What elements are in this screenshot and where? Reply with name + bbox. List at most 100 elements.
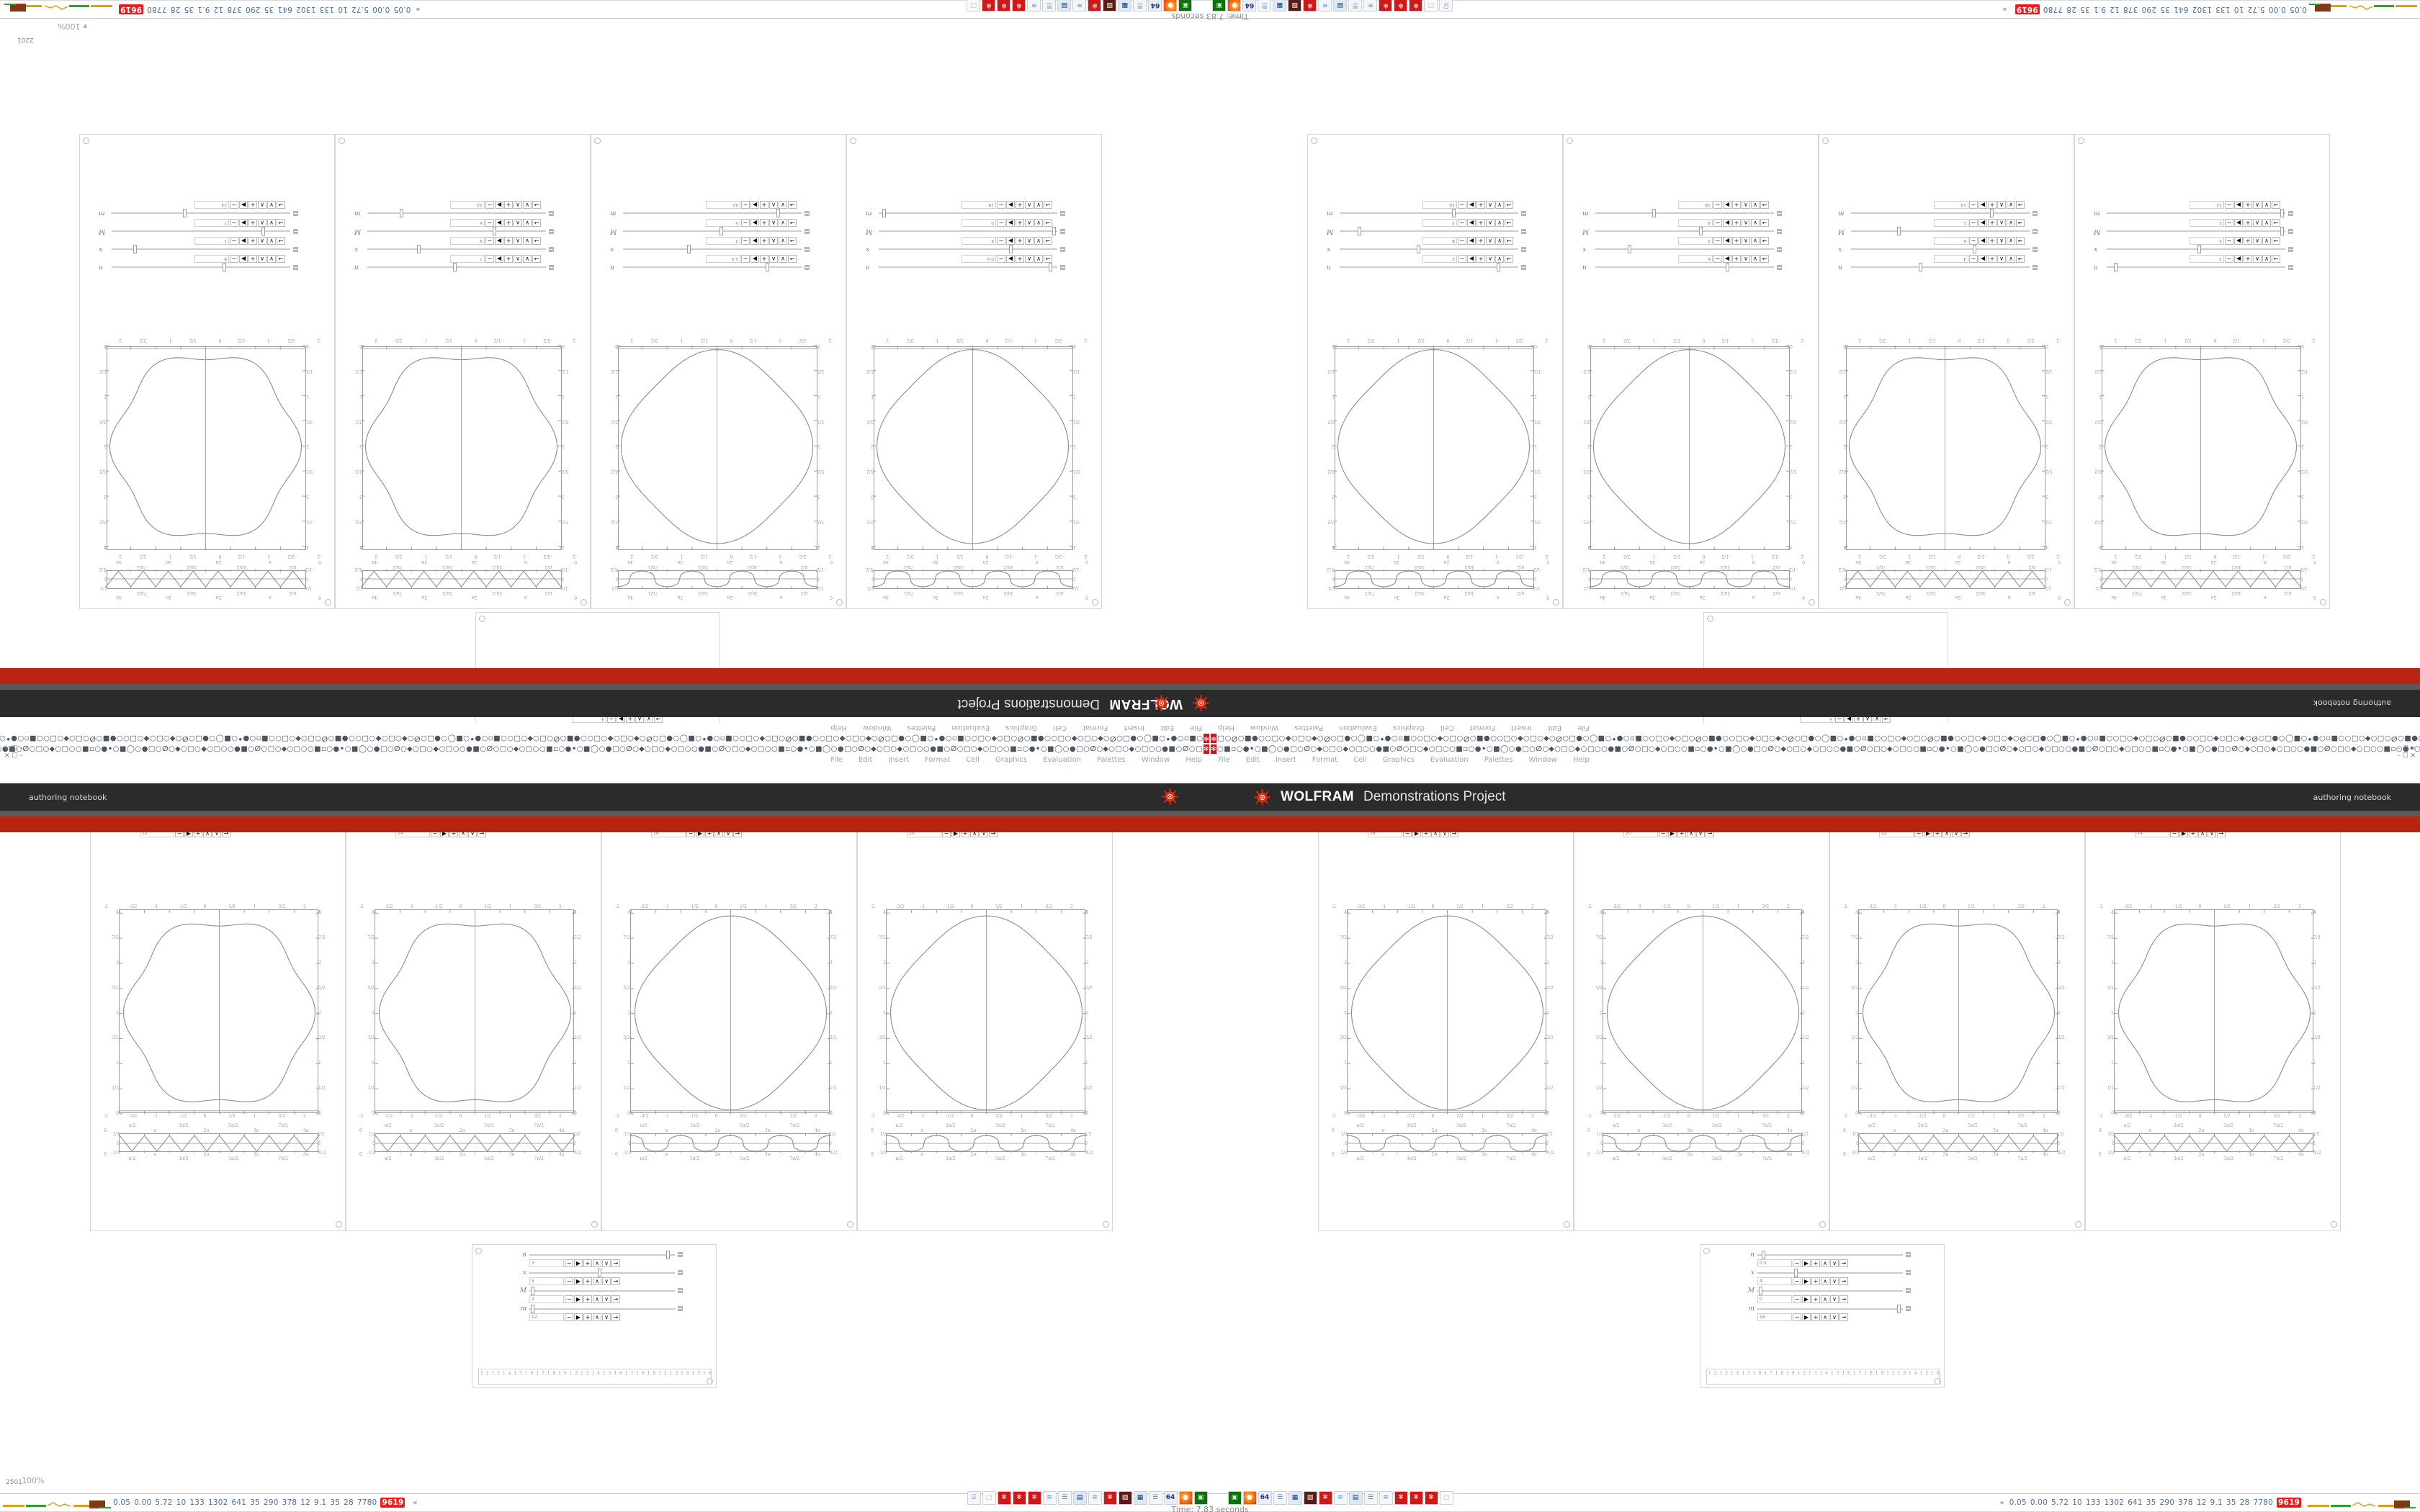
slider-button-3[interactable]: ∧ bbox=[593, 1259, 601, 1267]
slider-value-field-M[interactable]: 3 bbox=[1422, 219, 1457, 227]
slider-track-m[interactable] bbox=[879, 209, 1057, 218]
slider-button-2[interactable]: + bbox=[1732, 255, 1741, 263]
notebook-window-small-p1[interactable]: n 3− ▶ + ∧ ∨ → x 5− ▶ + ∧ ∨ → M 2− ▶ + ∧ ∨ → m 12− ▶ + ∧ ∨ → 1 2 1 3… bbox=[472, 1244, 717, 1388]
slider-value-field-m[interactable]: 24 bbox=[194, 201, 229, 209]
mathematica-icon[interactable]: ✻ bbox=[1379, 0, 1393, 12]
system-tray-left[interactable]: 0.05 0.00 5.72 10 133 1302 641 35 290 378 12 9.1 35 2… bbox=[0, 1498, 785, 1508]
menu-item-insert[interactable]: Insert bbox=[888, 755, 910, 764]
slider-button-5[interactable]: → bbox=[1760, 201, 1769, 209]
slider-thumb-n[interactable] bbox=[222, 263, 226, 272]
slider-button-0[interactable]: − bbox=[1713, 219, 1722, 227]
archive-icon[interactable]: ▧ bbox=[1288, 0, 1302, 12]
taskbar-mirrored[interactable]: 0.050.005.7210133130264135290378129.1352… bbox=[0, 0, 2420, 21]
tray-alert-badge[interactable]: 9619 bbox=[2276, 1498, 2301, 1508]
slider-button-0[interactable]: − bbox=[741, 237, 750, 245]
tray-chevron-icon[interactable]: « bbox=[2002, 5, 2007, 14]
slider-button-2[interactable]: + bbox=[1988, 201, 1996, 209]
slider-button-3[interactable]: ∧ bbox=[1742, 255, 1750, 263]
slider-button-1[interactable]: ▶ bbox=[1978, 255, 1987, 263]
main-plot[interactable]: 0 1/2 1 3/2 2 5/2 3 7/2 4 0 1/2 1 3/2 2 5/2 3 7/2 4 bbox=[2107, 909, 2321, 1116]
slider-button-3[interactable]: ∧ bbox=[514, 219, 522, 227]
slider-collapse-button-x[interactable] bbox=[293, 247, 298, 252]
inset-wave-plot[interactable]: -1/2 0 1/2 -1/2 0 1/2 bbox=[1327, 567, 1541, 590]
slider-button-4[interactable]: ∨ bbox=[1034, 255, 1043, 263]
slider-track-x[interactable] bbox=[623, 245, 802, 254]
slider-button-0[interactable]: − bbox=[741, 255, 750, 263]
slider-button-5[interactable]: → bbox=[2272, 201, 2280, 209]
slider-value-field-n[interactable]: 3 bbox=[529, 1259, 564, 1267]
slider-button-3[interactable]: ∧ bbox=[514, 255, 522, 263]
slider-thumb-M[interactable] bbox=[1759, 1286, 1763, 1295]
slider-track-x[interactable] bbox=[1595, 245, 1774, 254]
slider-button-0[interactable]: − bbox=[1969, 201, 1978, 209]
slider-thumb-m[interactable] bbox=[776, 209, 781, 218]
slider-button-2[interactable]: + bbox=[1476, 219, 1485, 227]
slider-track-n[interactable] bbox=[529, 1250, 675, 1259]
slider-button-5[interactable]: → bbox=[2016, 237, 2025, 245]
slider-value-field-M[interactable]: 1 bbox=[1934, 219, 1968, 227]
slider-button-5[interactable]: → bbox=[611, 1313, 620, 1321]
slider-button-5[interactable]: → bbox=[1505, 201, 1513, 209]
slider-button-3[interactable]: ∧ bbox=[258, 219, 266, 227]
terminal-icon[interactable]: ⌸ bbox=[1439, 0, 1453, 12]
save-disk-icon[interactable]: ▣ bbox=[1193, 1491, 1208, 1505]
slider-collapse-button-M[interactable] bbox=[1060, 229, 1065, 234]
mathematica-icon[interactable]: ✻ bbox=[1409, 1491, 1423, 1505]
cell-bracket-top[interactable] bbox=[2064, 599, 2071, 606]
slider-button-4[interactable]: ∨ bbox=[779, 201, 787, 209]
slider-thumb-M[interactable] bbox=[1897, 227, 1901, 236]
slider-button-5[interactable]: → bbox=[611, 1277, 620, 1285]
slider-button-0[interactable]: − bbox=[1458, 219, 1466, 227]
notebook-icon[interactable]: ≡ bbox=[1363, 0, 1378, 12]
slider-button-1[interactable]: ▶ bbox=[750, 237, 759, 245]
slider-button-5[interactable]: → bbox=[1505, 237, 1513, 245]
slider-button-4[interactable]: ∨ bbox=[602, 1259, 611, 1267]
notebook-icon[interactable]: ≡ bbox=[1379, 1491, 1393, 1505]
slider-value-field-x[interactable]: 8 bbox=[1422, 237, 1457, 245]
slider-value-field-m[interactable]: 12 bbox=[2190, 201, 2224, 209]
slider-collapse-button-m[interactable] bbox=[1060, 211, 1065, 216]
cell-bracket-top[interactable] bbox=[1092, 599, 1098, 606]
slider-value-field-x[interactable]: 4 bbox=[962, 237, 996, 245]
slider-button-2[interactable]: + bbox=[1811, 1313, 1820, 1321]
mathematica-icon[interactable]: ✻ bbox=[1027, 1491, 1041, 1505]
slider-thumb-m[interactable] bbox=[2280, 209, 2284, 218]
slider-button-0[interactable]: − bbox=[1458, 237, 1466, 245]
palette-close-button-1[interactable]: ✻ bbox=[1211, 744, 1217, 754]
slider-thumb-m[interactable] bbox=[1896, 1304, 1901, 1313]
slider-button-1[interactable]: ▶ bbox=[1723, 255, 1731, 263]
slider-thumb-x[interactable] bbox=[1416, 245, 1420, 254]
slider-button-4[interactable]: ∨ bbox=[267, 237, 276, 245]
slider-value-field-m[interactable]: 22 bbox=[450, 201, 485, 209]
slider-button-2[interactable]: + bbox=[583, 1259, 592, 1267]
mathematica-icon[interactable]: ✻ bbox=[997, 1491, 1011, 1505]
slider-button-4[interactable]: ∨ bbox=[602, 1277, 611, 1285]
slider-button-4[interactable]: ∨ bbox=[1830, 1277, 1839, 1285]
slider-button-0[interactable]: − bbox=[230, 201, 238, 209]
chevron-down-icon[interactable]: ▾ bbox=[83, 22, 87, 31]
notebook-window-p5[interactable]: n → ∨ ∧ + ▶ −0.5 x → ∨ ∧ + ▶ −4 M → ∨ ∧ + ▶ −0 m → ∨ ∧ + ▶ −16 0 π/2 π… bbox=[846, 134, 1102, 609]
slider-value-field-x[interactable]: 4 bbox=[1757, 1277, 1792, 1285]
slider-value-field-M[interactable]: 0 bbox=[962, 219, 996, 227]
menu-item-edit[interactable]: Edit bbox=[1160, 724, 1175, 732]
cell-bracket-top[interactable] bbox=[1553, 599, 1559, 606]
slider-button-1[interactable]: ▶ bbox=[1978, 237, 1987, 245]
main-plot[interactable]: 0 1/2 1 3/2 2 5/2 3 7/2 4 0 1/2 1 3/2 2 5/2 3 7/2 4 bbox=[1583, 343, 1797, 550]
slider-button-4[interactable]: ∨ bbox=[602, 1313, 611, 1321]
inset-wave-plot[interactable]: -1/2 0 1/2 -1/2 0 1/2 bbox=[2094, 567, 2308, 590]
slider-button-3[interactable]: ∧ bbox=[1997, 201, 2006, 209]
slider-button-4[interactable]: ∨ bbox=[1751, 255, 1760, 263]
slider-thumb-M[interactable] bbox=[719, 227, 723, 236]
slider-button-2[interactable]: + bbox=[760, 255, 768, 263]
minimize-icon-4[interactable]: – bbox=[2397, 752, 2401, 760]
slider-button-3[interactable]: ∧ bbox=[1025, 237, 1034, 245]
slider-button-1[interactable]: ▶ bbox=[1802, 1295, 1811, 1303]
menu-item-window[interactable]: Window bbox=[1250, 724, 1279, 732]
inset-wave-plot[interactable]: -1/2 0 1/2 -1/2 0 1/2 bbox=[1339, 1132, 1554, 1156]
slider-button-4[interactable]: ∨ bbox=[2262, 201, 2271, 209]
slider-thumb-n[interactable] bbox=[1048, 263, 1052, 272]
slider-track-m[interactable] bbox=[529, 1304, 675, 1313]
slider-button-0[interactable]: − bbox=[1969, 219, 1978, 227]
inset-wave-plot[interactable]: -1/2 0 1/2 -1/2 0 1/2 bbox=[622, 1132, 837, 1156]
main-plot[interactable]: 0 1/2 1 3/2 2 5/2 3 7/2 4 0 1/2 1 3/2 2 5/2 3 7/2 4 bbox=[1340, 909, 1554, 1116]
